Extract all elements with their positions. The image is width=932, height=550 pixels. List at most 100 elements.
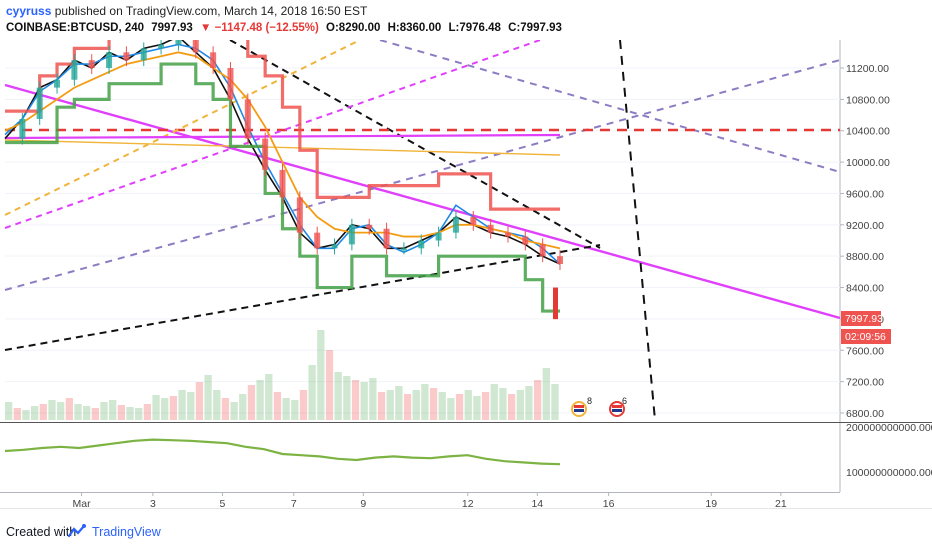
- candle-body: [88, 60, 95, 68]
- candle-body: [557, 256, 563, 265]
- candle-body: [175, 40, 182, 45]
- volume-bar: [499, 388, 507, 420]
- trend-drawings: [4, 40, 840, 421]
- footer: Created with TradingView: [0, 508, 932, 550]
- volume-bar: [169, 396, 178, 420]
- volume-bar: [31, 406, 39, 420]
- x-tick-label: 19: [705, 498, 717, 508]
- candle-body: [244, 99, 251, 139]
- volume-bar: [507, 394, 516, 420]
- candle-body: [158, 44, 165, 49]
- y-tick-label: 11200.00: [846, 63, 889, 75]
- price-axis[interactable]: 11200.00 10800.00 10400.00 10000.00 9600.00 9…: [840, 63, 890, 420]
- volume-bar: [421, 384, 429, 420]
- volume-bar: [412, 390, 420, 420]
- volume-bar: [403, 394, 412, 420]
- volume-bar: [429, 388, 438, 420]
- trend-line: [379, 40, 840, 173]
- change-value: ▼ −1147.48 (−12.55%): [200, 22, 319, 34]
- candle-body: [522, 236, 529, 245]
- candle-body: [262, 138, 269, 170]
- volume-bar: [161, 398, 169, 420]
- candle-body: [539, 244, 546, 257]
- time-axis[interactable]: Mar 3 5 7 9 12 14 16 19 21: [72, 492, 787, 508]
- volume-bar: [195, 382, 204, 420]
- trend-line: [4, 83, 840, 320]
- candle-body: [210, 52, 217, 68]
- candle-body: [366, 224, 373, 229]
- x-tick-label: Mar: [72, 498, 91, 508]
- volume-bar: [533, 380, 542, 420]
- volume-bar: [109, 400, 117, 420]
- x-tick-label: 7: [291, 498, 297, 508]
- volume-bar: [317, 330, 325, 420]
- volume-bar: [308, 365, 316, 420]
- volume-bar: [291, 400, 299, 420]
- tradingview-brand[interactable]: TradingView: [92, 525, 161, 539]
- indicator-line-1: [4, 438, 561, 466]
- series-line: [4, 51, 561, 250]
- trend-line: [4, 244, 601, 351]
- x-tick-label: 12: [462, 498, 474, 508]
- volume-bar: [481, 392, 490, 420]
- price-chart[interactable]: 11200.00 10800.00 10400.00 10000.00 9600.00 9…: [0, 0, 932, 508]
- y-tick-label: 6800.00: [846, 408, 884, 420]
- volume-bar: [325, 350, 334, 420]
- y-tick-label: 8800.00: [846, 251, 884, 263]
- candle-body: [54, 79, 61, 88]
- y-tick-label: 7600.00: [846, 345, 884, 357]
- volume-bar: [152, 395, 160, 420]
- volume-bar: [447, 398, 455, 420]
- volume-bar: [273, 392, 282, 420]
- last-price: 7997.93: [151, 22, 193, 34]
- y-tick-label: 10400.00: [846, 126, 890, 138]
- volume-bar: [490, 384, 498, 420]
- volume-bar: [5, 402, 13, 420]
- volume-bar: [343, 376, 351, 420]
- author-name[interactable]: cyyruss: [6, 4, 52, 18]
- candle-body: [435, 232, 442, 241]
- volume-bar: [74, 404, 82, 420]
- event-badge-count: 8: [587, 396, 592, 406]
- candle-body: [123, 52, 130, 61]
- indicator-axis-label: 200000000000.0000: [846, 422, 932, 434]
- candle-body: [279, 169, 286, 198]
- last-price-badge-text: 7997.93: [845, 313, 883, 325]
- event-badge-2[interactable]: 6: [609, 396, 627, 417]
- volume-bar: [239, 394, 247, 420]
- publish-info: cyyruss published on TradingView.com, Ma…: [6, 4, 367, 18]
- event-badge-1[interactable]: 8: [571, 396, 592, 417]
- candle-body: [452, 216, 459, 233]
- volume-bar: [204, 375, 212, 420]
- volume-bar: [265, 374, 273, 420]
- volume-bar: [395, 386, 403, 420]
- y-tick-label: 9600.00: [846, 188, 884, 200]
- x-tick-label: 9: [360, 498, 366, 508]
- published-text: published on TradingView.com, March 14, …: [54, 4, 368, 18]
- countdown-badge-text: 02:09:56: [845, 331, 886, 343]
- candle-body: [19, 118, 26, 139]
- candle-body: [331, 244, 338, 249]
- trend-line: [4, 59, 840, 291]
- x-tick-label: 14: [531, 498, 543, 508]
- open-value: O:8290.00: [326, 22, 381, 34]
- volume-bar: [57, 402, 65, 420]
- close-value: C:7997.93: [508, 22, 562, 34]
- volume-bar: [13, 408, 21, 420]
- volume-bar: [135, 408, 143, 420]
- candle-body: [418, 240, 425, 249]
- trend-line: [619, 40, 656, 421]
- trend-line: [229, 40, 601, 249]
- candle-body: [553, 287, 558, 320]
- y-tick-label: 7200.00: [846, 377, 884, 389]
- volume-bar: [126, 407, 134, 420]
- volume-bar: [360, 382, 368, 420]
- volume-bar: [213, 390, 221, 420]
- volume-bar: [48, 400, 56, 420]
- volume-bar: [117, 405, 126, 420]
- high-value: H:8360.00: [387, 22, 442, 34]
- volume-bar: [551, 384, 559, 420]
- volume-bar: [91, 408, 99, 420]
- tradingview-logo-icon: [67, 524, 86, 538]
- candle-body: [192, 40, 199, 53]
